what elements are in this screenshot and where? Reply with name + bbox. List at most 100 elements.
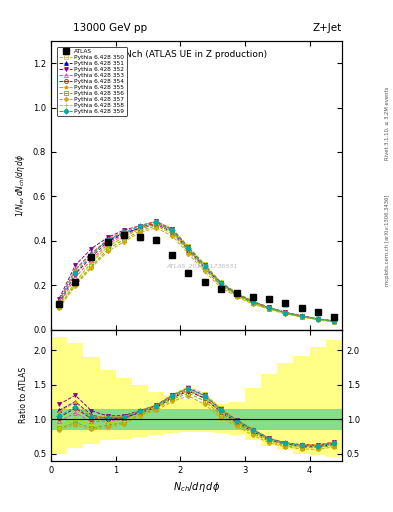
Line: Pythia 6.428 357: Pythia 6.428 357 [57, 226, 336, 324]
Pythia 6.428 353 [105, 241, 110, 247]
Pythia 6.428 350 [138, 225, 142, 231]
Pythia 6.428 359 [267, 305, 272, 311]
Pythia 6.428 352 [299, 313, 304, 319]
Line: Pythia 6.428 358: Pythia 6.428 358 [57, 222, 336, 324]
Pythia 6.428 355 [121, 228, 126, 234]
Pythia 6.428 353 [283, 310, 288, 316]
Pythia 6.428 352 [89, 245, 94, 251]
Pythia 6.428 354 [105, 239, 110, 245]
Pythia 6.428 352 [73, 262, 78, 268]
Pythia 6.428 351 [121, 230, 126, 236]
Pythia 6.428 352 [315, 316, 320, 322]
Pythia 6.428 351 [186, 247, 191, 253]
Pythia 6.428 358 [121, 234, 126, 241]
Pythia 6.428 356 [154, 223, 158, 229]
Pythia 6.428 356 [235, 292, 239, 298]
Pythia 6.428 356 [267, 306, 272, 312]
Pythia 6.428 352 [105, 234, 110, 241]
Pythia 6.428 350 [267, 304, 272, 310]
Pythia 6.428 353 [267, 305, 272, 311]
Pythia 6.428 358 [202, 264, 207, 270]
Pythia 6.428 351 [154, 221, 158, 227]
Pythia 6.428 353 [121, 232, 126, 238]
Pythia 6.428 354 [267, 305, 272, 311]
Pythia 6.428 352 [219, 280, 223, 286]
Pythia 6.428 356 [315, 316, 320, 323]
Pythia 6.428 356 [170, 230, 174, 237]
Pythia 6.428 355 [251, 298, 255, 305]
Pythia 6.428 356 [299, 314, 304, 320]
Pythia 6.428 358 [299, 313, 304, 319]
Pythia 6.428 359 [57, 300, 62, 306]
Pythia 6.428 358 [105, 243, 110, 249]
Pythia 6.428 355 [299, 313, 304, 319]
Pythia 6.428 357 [267, 306, 272, 312]
Pythia 6.428 359 [170, 227, 174, 233]
Pythia 6.428 356 [105, 246, 110, 252]
X-axis label: $N_{ch}/d\eta\,d\phi$: $N_{ch}/d\eta\,d\phi$ [173, 480, 220, 494]
Pythia 6.428 351 [299, 313, 304, 319]
Pythia 6.428 359 [73, 270, 78, 276]
Pythia 6.428 355 [73, 267, 78, 273]
Pythia 6.428 350 [219, 279, 223, 285]
Pythia 6.428 359 [315, 316, 320, 322]
Pythia 6.428 358 [235, 291, 239, 297]
Pythia 6.428 355 [267, 304, 272, 310]
Line: Pythia 6.428 352: Pythia 6.428 352 [57, 219, 336, 323]
Pythia 6.428 356 [219, 283, 223, 289]
Pythia 6.428 357 [219, 284, 223, 290]
Pythia 6.428 353 [138, 225, 142, 231]
Pythia 6.428 354 [57, 301, 62, 307]
Pythia 6.428 357 [89, 265, 94, 271]
Pythia 6.428 354 [186, 246, 191, 252]
Pythia 6.428 359 [138, 223, 142, 229]
Pythia 6.428 356 [89, 263, 94, 269]
Pythia 6.428 352 [138, 223, 142, 229]
Text: ATLAS_2019_I1736531: ATLAS_2019_I1736531 [167, 263, 238, 269]
Pythia 6.428 352 [235, 290, 239, 296]
Pythia 6.428 351 [138, 225, 142, 231]
Pythia 6.428 351 [283, 310, 288, 316]
Pythia 6.428 355 [235, 290, 239, 296]
Pythia 6.428 352 [283, 309, 288, 315]
Pythia 6.428 358 [170, 228, 174, 234]
Pythia 6.428 359 [299, 313, 304, 319]
Pythia 6.428 359 [89, 252, 94, 258]
Pythia 6.428 357 [154, 225, 158, 231]
Pythia 6.428 350 [202, 261, 207, 267]
Pythia 6.428 355 [57, 298, 62, 304]
Pythia 6.428 352 [121, 227, 126, 233]
Pythia 6.428 357 [105, 248, 110, 254]
Pythia 6.428 359 [186, 245, 191, 251]
Pythia 6.428 354 [121, 231, 126, 237]
Pythia 6.428 357 [186, 250, 191, 257]
Pythia 6.428 350 [57, 303, 62, 309]
Pythia 6.428 354 [73, 271, 78, 277]
Pythia 6.428 357 [138, 229, 142, 236]
Pythia 6.428 357 [170, 233, 174, 239]
Text: Rivet 3.1.10, ≥ 3.2M events: Rivet 3.1.10, ≥ 3.2M events [385, 86, 390, 160]
Pythia 6.428 353 [186, 246, 191, 252]
Pythia 6.428 359 [251, 299, 255, 305]
Pythia 6.428 355 [154, 218, 158, 224]
Pythia 6.428 352 [331, 318, 336, 324]
Pythia 6.428 359 [202, 263, 207, 269]
Pythia 6.428 350 [315, 316, 320, 322]
Pythia 6.428 350 [154, 219, 158, 225]
Pythia 6.428 350 [73, 279, 78, 285]
Pythia 6.428 356 [121, 237, 126, 243]
Pythia 6.428 354 [138, 224, 142, 230]
Pythia 6.428 357 [57, 305, 62, 311]
Pythia 6.428 357 [299, 314, 304, 320]
Pythia 6.428 355 [283, 309, 288, 315]
Pythia 6.428 356 [202, 266, 207, 272]
Pythia 6.428 354 [251, 300, 255, 306]
Line: Pythia 6.428 350: Pythia 6.428 350 [57, 220, 336, 323]
Pythia 6.428 359 [283, 309, 288, 315]
Pythia 6.428 353 [170, 228, 174, 234]
Pythia 6.428 358 [283, 310, 288, 316]
Pythia 6.428 357 [202, 268, 207, 274]
Pythia 6.428 356 [57, 304, 62, 310]
Pythia 6.428 350 [186, 243, 191, 249]
Pythia 6.428 359 [235, 290, 239, 296]
